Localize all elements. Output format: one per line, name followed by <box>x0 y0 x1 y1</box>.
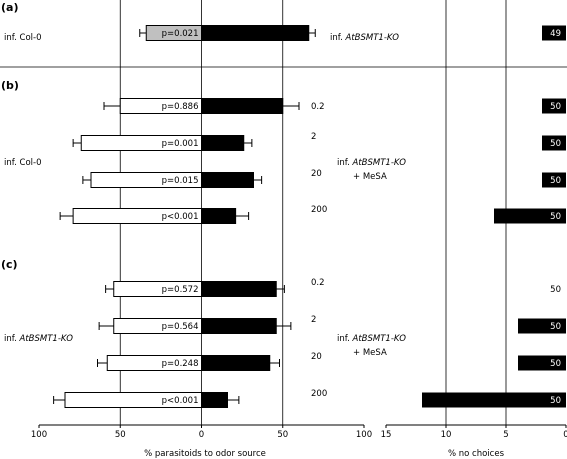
p-value-label: p=0.886 <box>162 102 199 112</box>
right-bar <box>201 355 271 371</box>
dose-label: 200 <box>311 205 327 215</box>
right-bar <box>201 208 237 224</box>
p-value-label: p=0.248 <box>162 359 199 369</box>
panel-b-right-label-prefix: inf. <box>337 158 353 168</box>
left-x-tick-label: 100 <box>31 430 47 440</box>
panel-c-left-label: inf. AtBSMT1-KO <box>4 334 73 344</box>
no-choice-bar <box>542 172 566 188</box>
sample-size-label: 50 <box>550 396 561 406</box>
right-bar <box>201 25 310 41</box>
no-choice-bar <box>542 25 566 41</box>
dose-label: 2 <box>311 132 316 142</box>
right-x-tick-label: 0 <box>563 430 567 440</box>
sample-size-label: 50 <box>550 139 561 149</box>
dose-label: 200 <box>311 389 327 399</box>
sample-size-label: 50 <box>550 285 561 295</box>
p-value-label: p=0.564 <box>162 322 199 332</box>
left-x-tick-label: 50 <box>115 430 126 440</box>
panel-c-right-label-suffix: + MeSA <box>353 348 387 358</box>
p-value-label: p=0.021 <box>162 29 199 39</box>
chart-marks: 100 50 0 50 100 15 10 5 0p=0.021 49p=0.886 0.2 50p=… <box>0 0 567 440</box>
right-bar <box>201 281 277 297</box>
dose-label: 20 <box>311 352 322 362</box>
panel-b-right-label: inf. AtBSMT1-KO <box>337 158 406 168</box>
panel-c-left-label-italic: AtBSMT1-KO <box>19 334 74 344</box>
panel-a-right-label-prefix: inf. <box>330 33 346 43</box>
p-value-label: p<0.001 <box>162 396 199 406</box>
right-bar <box>201 318 277 334</box>
panel-b-right-label-suffix: + MeSA <box>353 172 387 182</box>
panel-a-right-label-italic: AtBSMT1-KO <box>345 33 400 43</box>
no-choice-bar <box>494 208 566 224</box>
no-choice-bar <box>542 135 566 151</box>
left-x-axis-label: % parasitoids to odor source <box>144 449 266 459</box>
dose-label: 0.2 <box>311 278 325 288</box>
right-bar <box>201 98 284 114</box>
sample-size-label: 50 <box>550 102 561 112</box>
panel-c-right-label: inf. AtBSMT1-KO <box>337 334 406 344</box>
static-layer: (a) (b) (c) inf. Col-0 inf. AtBSMT1-KO i… <box>1 1 505 459</box>
panel-b-right-label-italic: AtBSMT1-KO <box>352 158 407 168</box>
sample-size-label: 50 <box>550 176 561 186</box>
panel-label-a: (a) <box>1 1 18 14</box>
panel-c-left-label-prefix: inf. <box>4 334 20 344</box>
panel-b-left-label: inf. Col-0 <box>4 158 42 168</box>
dose-label: 0.2 <box>311 102 325 112</box>
p-value-label: p<0.001 <box>162 212 199 222</box>
sample-size-label: 49 <box>550 29 561 39</box>
panel-c-right-label-italic: AtBSMT1-KO <box>352 334 407 344</box>
right-x-tick-label: 15 <box>381 430 392 440</box>
no-choice-bar <box>422 392 566 408</box>
right-bar <box>201 392 228 408</box>
panel-label-c: (c) <box>1 258 18 271</box>
sample-size-label: 50 <box>550 322 561 332</box>
p-value-label: p=0.572 <box>162 285 199 295</box>
panel-label-b: (b) <box>1 79 19 92</box>
p-value-label: p=0.015 <box>162 176 199 186</box>
sample-size-label: 50 <box>550 359 561 369</box>
right-bar <box>201 135 245 151</box>
right-x-axis-label: % no choices <box>448 449 505 459</box>
p-value-label: p=0.001 <box>162 139 199 149</box>
right-x-tick-label: 5 <box>503 430 508 440</box>
panel-a-right-label: inf. AtBSMT1-KO <box>330 33 399 43</box>
left-x-tick-label: 100 <box>356 430 372 440</box>
no-choice-bar <box>542 98 566 114</box>
no-choice-bar <box>518 318 566 334</box>
panel-a-left-label: inf. Col-0 <box>4 33 42 43</box>
panel-c-right-label-prefix: inf. <box>337 334 353 344</box>
no-choice-bar <box>518 355 566 371</box>
left-x-tick-label: 0 <box>199 430 204 440</box>
right-x-tick-label: 10 <box>441 430 452 440</box>
right-bar <box>201 172 254 188</box>
left-x-tick-label: 50 <box>277 430 288 440</box>
sample-size-label: 50 <box>550 212 561 222</box>
dose-label: 20 <box>311 169 322 179</box>
dose-label: 2 <box>311 315 316 325</box>
